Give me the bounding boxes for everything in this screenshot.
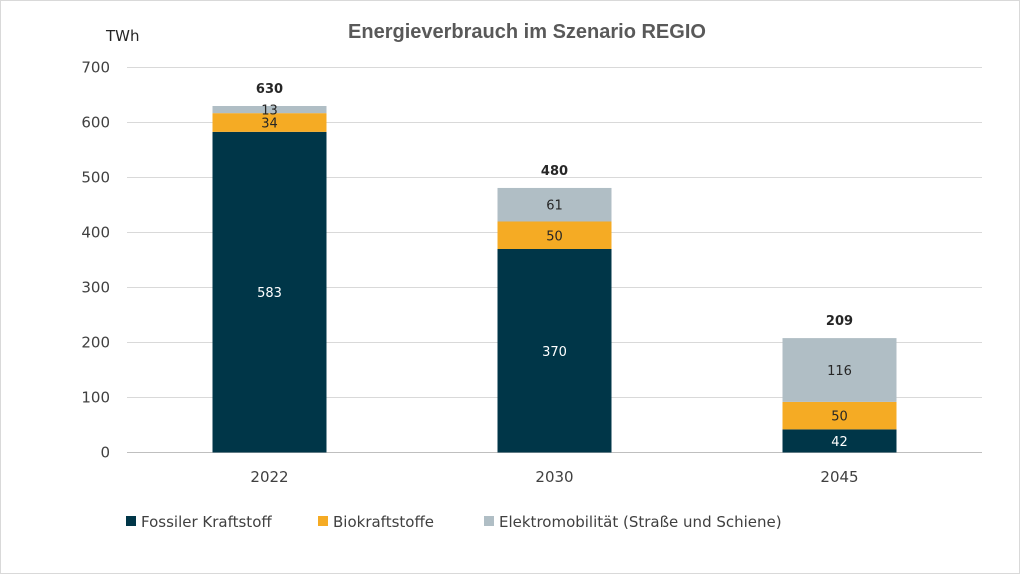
legend-label: Elektromobilität (Straße und Schiene) — [499, 513, 782, 531]
x-tick-label: 2030 — [535, 468, 573, 486]
bar-segment — [497, 187, 612, 222]
data-label: 61 — [546, 199, 563, 214]
data-label: 50 — [546, 229, 563, 244]
total-label: 209 — [826, 314, 853, 329]
data-label: 34 — [261, 117, 278, 132]
x-tick-label: 2022 — [250, 468, 288, 486]
bar-segment — [497, 221, 612, 249]
legend-swatch — [484, 516, 494, 526]
total-label: 630 — [256, 82, 283, 97]
y-tick-label: 600 — [81, 114, 110, 132]
bar-segment — [782, 338, 897, 402]
bar-segment — [497, 249, 612, 453]
y-tick-label: 400 — [81, 224, 110, 242]
y-tick-label: 300 — [81, 279, 110, 297]
legend-label: Fossiler Kraftstoff — [141, 513, 272, 531]
data-label: 50 — [831, 410, 848, 425]
bar-segment — [212, 106, 327, 114]
data-label: 42 — [831, 435, 848, 450]
x-tick-label: 2045 — [820, 468, 858, 486]
data-label: 370 — [542, 345, 567, 360]
bar-segment — [782, 429, 897, 453]
y-tick-label: 0 — [100, 444, 110, 462]
y-axis-unit-label: TWh — [105, 27, 140, 45]
y-axis-ticks: 0 100 200 300 400 500 600 700 — [81, 59, 110, 462]
y-tick-label: 500 — [81, 169, 110, 187]
bar-segment — [212, 113, 327, 132]
legend-label: Biokraftstoffe — [333, 513, 434, 531]
chart-title: Energieverbrauch im Szenario REGIO — [348, 21, 706, 43]
x-axis-ticks: 2022 2030 2045 — [250, 468, 858, 486]
bar-segment — [212, 131, 327, 453]
y-tick-label: 700 — [81, 59, 110, 77]
legend: Fossiler Kraftstoff Biokraftstoffe Elektro… — [126, 513, 782, 531]
data-label: 116 — [827, 364, 852, 379]
legend-swatch — [318, 516, 328, 526]
y-tick-label: 100 — [81, 389, 110, 407]
data-label: 583 — [257, 286, 282, 301]
legend-swatch — [126, 516, 136, 526]
total-label: 480 — [541, 164, 568, 179]
y-tick-label: 200 — [81, 334, 110, 352]
bar-segment — [782, 401, 897, 430]
data-label: 13 — [261, 104, 278, 119]
